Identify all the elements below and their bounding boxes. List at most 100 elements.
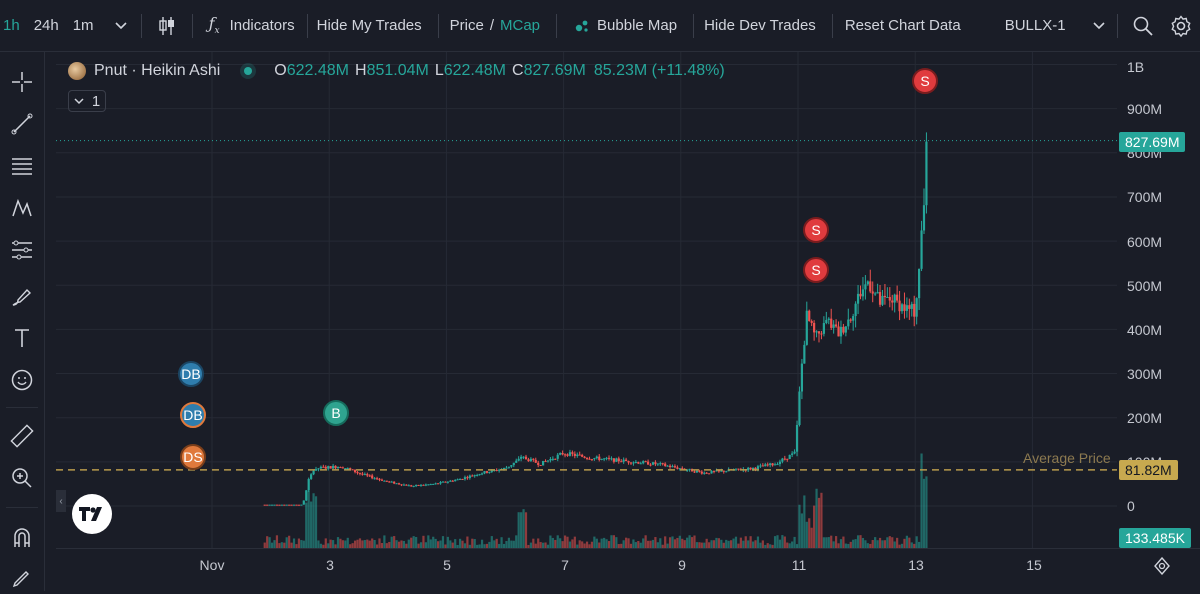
interval-1h[interactable]: 1h — [3, 17, 20, 34]
y-tick-label: 1B — [1127, 59, 1145, 75]
tradingview-logo[interactable] — [72, 494, 112, 534]
volume-bar — [405, 543, 408, 548]
candle-body — [546, 460, 550, 462]
bubble-map-button[interactable]: Bubble Map — [557, 0, 693, 52]
volume-bar — [815, 488, 818, 548]
volume-bar — [715, 537, 718, 548]
reset-chart-data-button[interactable]: Reset Chart Data — [844, 17, 961, 34]
buy-marker[interactable]: B — [323, 400, 349, 426]
sell-marker[interactable]: S — [803, 217, 829, 243]
candlestick-chart[interactable] — [56, 52, 1117, 548]
crosshair-icon — [12, 72, 32, 92]
visibility-icon[interactable] — [240, 63, 257, 79]
candle-body — [456, 479, 459, 481]
candle-body — [351, 469, 354, 471]
trend-line-tool[interactable] — [6, 108, 38, 140]
gear-icon — [1171, 14, 1191, 37]
volume-bar — [507, 537, 511, 548]
y-tick-label: 300M — [1127, 366, 1163, 382]
candle-body — [646, 461, 650, 465]
candle-body — [549, 458, 552, 461]
pencil-lock-icon — [12, 571, 29, 588]
candle-body — [783, 458, 786, 460]
indicators-button[interactable]: ƒx Indicators — [193, 0, 307, 52]
volume-bar — [415, 536, 418, 548]
candle-body — [556, 454, 559, 459]
toolbar-divider — [191, 13, 193, 38]
horizontal-lines-tool[interactable] — [6, 150, 38, 182]
interval-1m[interactable]: 1m — [72, 17, 94, 34]
price-mcap-toggle[interactable]: Price / MCap — [439, 0, 556, 52]
candle-body — [266, 504, 269, 506]
interval-24h[interactable]: 24h — [33, 17, 59, 34]
candle-body — [698, 470, 701, 472]
candle-body — [756, 466, 760, 470]
volume-bar — [275, 535, 279, 548]
lock-drawings-tool[interactable] — [6, 562, 38, 594]
candle-body — [505, 467, 508, 469]
volume-bar — [478, 544, 481, 548]
pattern-tool[interactable] — [6, 192, 38, 224]
hide-my-trades-button[interactable]: Hide My Trades — [316, 17, 422, 34]
candle-type-button[interactable] — [142, 0, 192, 52]
ruler-tool[interactable] — [6, 420, 38, 452]
mcap-option[interactable]: MCap — [500, 17, 541, 34]
low-value: 622.48M — [443, 62, 506, 79]
account-selector[interactable]: BULLX-1 — [1005, 0, 1117, 52]
magnet-tool[interactable] — [6, 522, 38, 554]
volume-bar — [305, 502, 308, 548]
dev-buy-marker[interactable]: DB — [180, 402, 206, 428]
crosshair-tool[interactable] — [6, 66, 38, 98]
sell-marker[interactable]: S — [803, 257, 829, 283]
volume-bar — [915, 536, 918, 548]
indicators-collapse-button[interactable]: 1 — [68, 90, 106, 112]
volume-bar — [769, 544, 772, 548]
drawing-toolbar — [0, 52, 45, 591]
volume-bar — [688, 535, 691, 548]
candle-body — [498, 469, 501, 471]
candle-body — [317, 468, 320, 470]
volume-bar — [324, 538, 327, 548]
volume-bar — [322, 544, 325, 548]
time-axis[interactable]: Nov 3 5 7 9 11 13 15 — [56, 548, 1200, 591]
volume-bar — [800, 513, 804, 548]
dev-sell-marker[interactable]: DS — [180, 444, 206, 470]
zoom-in-icon — [12, 468, 32, 488]
forecast-tool[interactable] — [6, 234, 38, 266]
volume-bar — [390, 536, 393, 548]
collapse-toolbar-button[interactable]: ‹ — [56, 490, 66, 512]
volume-bar — [913, 543, 916, 548]
price-axis[interactable]: 1B 900M 800M 700M 600M 500M 400M 300M 20… — [1117, 52, 1200, 548]
volume-bar — [366, 539, 369, 548]
volume-bar — [351, 543, 354, 548]
candle-body — [766, 464, 769, 466]
candle-body — [388, 481, 391, 483]
candle-body — [407, 485, 410, 487]
brush-tool[interactable] — [6, 280, 38, 312]
search-button[interactable] — [1118, 0, 1164, 52]
candle-body — [593, 458, 596, 460]
sell-marker[interactable]: S — [912, 68, 938, 94]
axis-settings-icon[interactable] — [1153, 557, 1171, 575]
candle-body — [717, 470, 720, 472]
volume-bar — [515, 535, 518, 548]
volume-bar — [925, 476, 928, 548]
hide-dev-trades-button[interactable]: Hide Dev Trades — [704, 17, 816, 34]
interval-dropdown[interactable] — [101, 0, 141, 52]
volume-bar — [844, 543, 847, 548]
settings-button[interactable] — [1164, 0, 1198, 52]
candle-body — [786, 458, 789, 460]
text-tool[interactable] — [6, 322, 38, 354]
volume-bar — [646, 540, 650, 548]
volume-bar — [383, 535, 386, 548]
candle-body — [539, 464, 542, 466]
dev-buy-marker[interactable]: DB — [178, 361, 204, 387]
price-option[interactable]: Price — [449, 17, 484, 34]
zoom-tool[interactable] — [6, 462, 38, 494]
ruler-icon — [10, 424, 34, 448]
emoji-tool[interactable] — [6, 364, 38, 396]
volume-bar — [654, 537, 657, 548]
price-chart[interactable] — [56, 52, 1117, 548]
volume-bar — [832, 541, 835, 548]
candle-body — [368, 475, 371, 477]
